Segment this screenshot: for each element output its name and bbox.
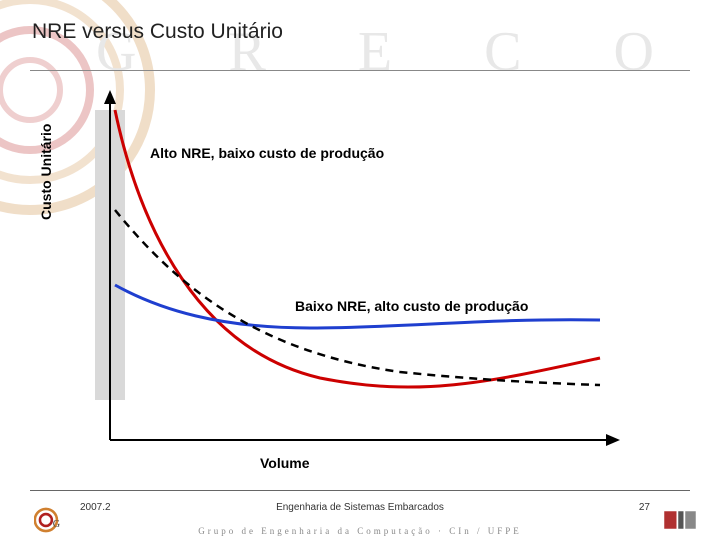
footer-divider [30, 490, 690, 491]
x-axis-label: Volume [260, 455, 310, 471]
footer-page-number: 27 [639, 502, 650, 513]
footer: G 2007.2 Engenharia de Sistemas Embarcad… [0, 490, 720, 540]
annotation-low-nre: Baixo NRE, alto custo de produção [295, 298, 528, 314]
footer-course-title: Engenharia de Sistemas Embarcados [0, 502, 720, 513]
x-axis-arrow [606, 434, 620, 446]
y-axis-arrow [104, 90, 116, 104]
chart-svg [60, 90, 620, 450]
annotation-high-nre: Alto NRE, baixo custo de produção [150, 145, 384, 161]
y-axis-label: Custo Unitário [38, 124, 54, 220]
footer-group-line: Grupo de Engenharia da Computação · CIn … [0, 526, 720, 536]
title-underline [30, 70, 690, 71]
slide-title: NRE versus Custo Unitário [32, 20, 283, 44]
cin-logo-icon [660, 506, 700, 534]
